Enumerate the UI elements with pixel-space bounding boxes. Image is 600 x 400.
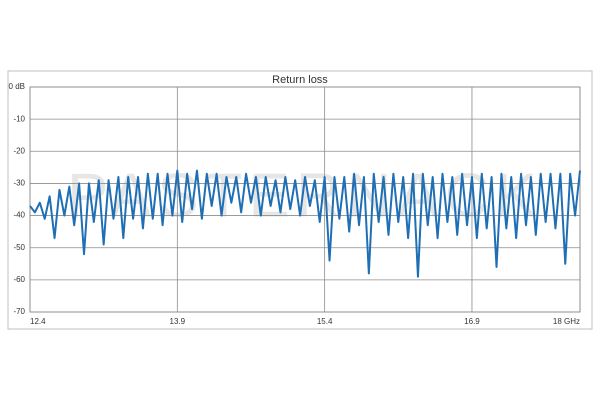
y-tick-label: -50 [13,243,25,252]
y-tick-label: -60 [13,275,25,284]
y-tick-label: -30 [13,179,25,188]
y-tick-label: -10 [13,114,25,123]
y-tick-label: 0 dB [9,82,25,91]
y-tick-label: -20 [13,146,25,155]
x-tick-label: 16.9 [464,317,480,326]
chart-frame [7,70,593,330]
x-tick-label: 13.9 [170,317,186,326]
y-tick-label: -70 [13,307,25,316]
chart-title: Return loss [272,74,328,86]
x-tick-label: 15.4 [317,317,333,326]
x-tick-label: 18 GHz [553,317,580,326]
y-tick-label: -40 [13,211,25,220]
data-line [29,169,581,278]
x-tick-label: 12.4 [30,317,46,326]
watermark: PASTERNACK [67,161,543,230]
